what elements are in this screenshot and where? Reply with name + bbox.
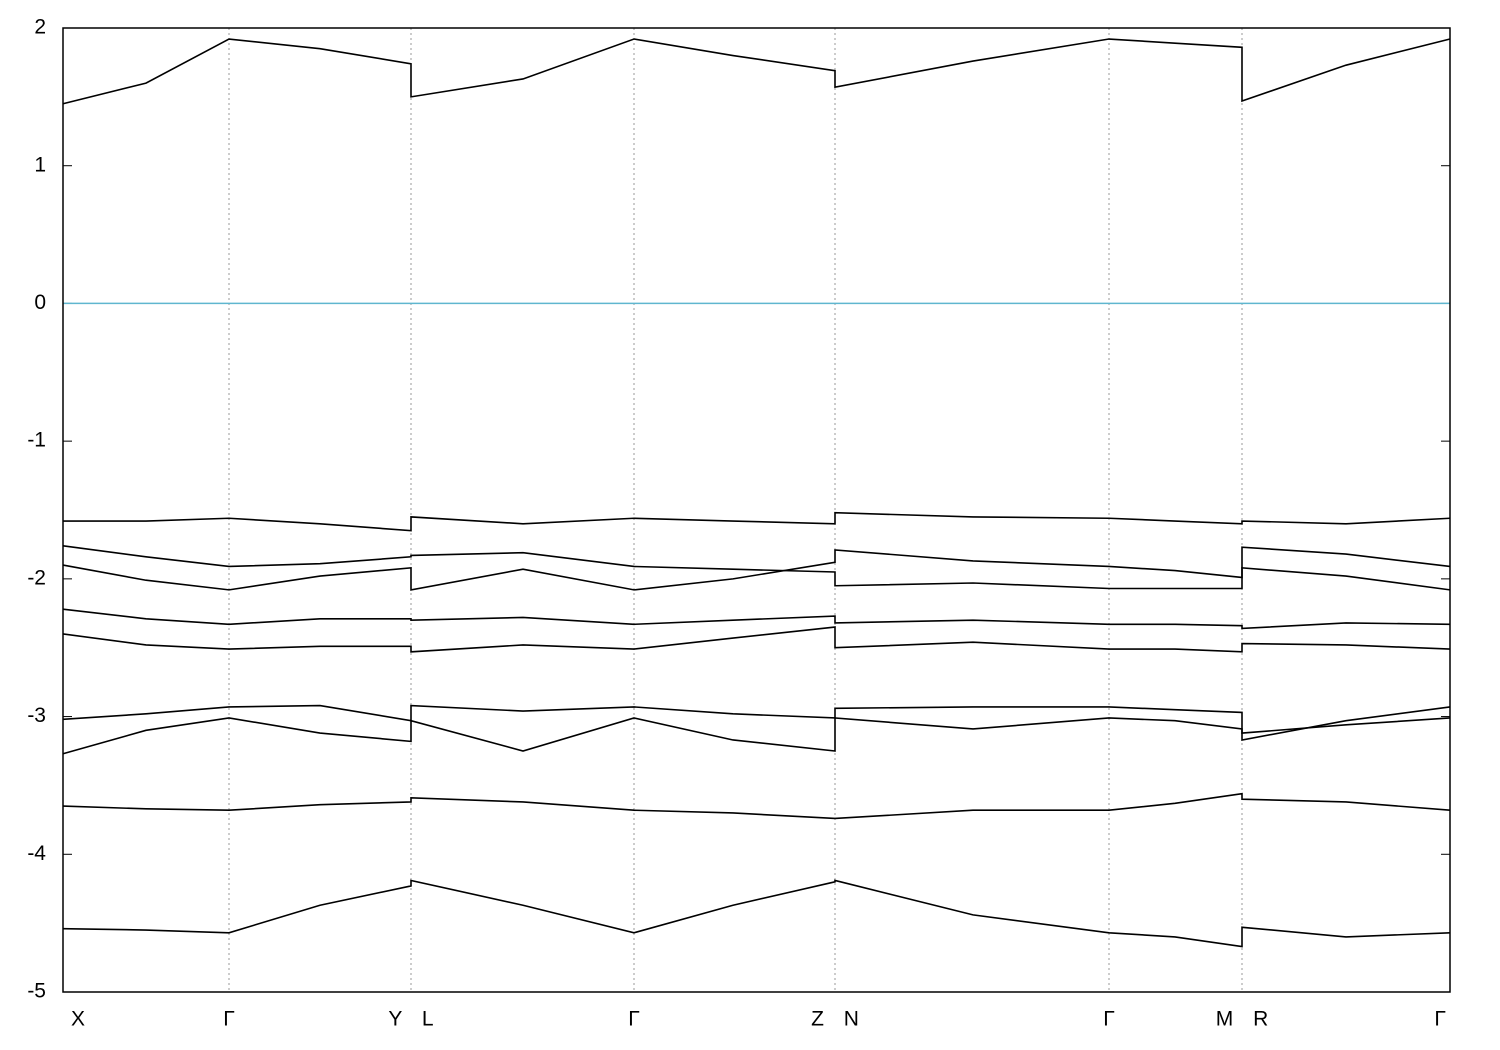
y-tick-label: -1 bbox=[27, 429, 46, 452]
band-line bbox=[62, 879, 1451, 948]
x-tick-label: Γ bbox=[223, 1008, 235, 1031]
x-tick-label: X bbox=[71, 1008, 85, 1031]
y-tick-label: -4 bbox=[27, 842, 46, 865]
x-tick-label: M R bbox=[1216, 1008, 1269, 1031]
band-line bbox=[63, 511, 1451, 532]
band-line bbox=[62, 38, 1451, 105]
band-line bbox=[62, 704, 1451, 741]
band-line bbox=[62, 549, 1451, 591]
x-tick-label: Γ bbox=[628, 1008, 640, 1031]
y-tick-label: -3 bbox=[27, 704, 46, 727]
y-tick-label: 0 bbox=[34, 291, 46, 314]
band-line bbox=[62, 717, 1451, 755]
band-line bbox=[62, 626, 1451, 653]
band-line bbox=[62, 792, 1451, 820]
x-tick-label: Γ bbox=[1103, 1008, 1115, 1031]
y-tick-label: 2 bbox=[34, 16, 46, 39]
x-tick-label: Y L bbox=[388, 1008, 433, 1031]
y-tick-label: -2 bbox=[27, 566, 46, 589]
band-line bbox=[62, 608, 1451, 630]
x-tick-label: Γ bbox=[1434, 1008, 1446, 1031]
y-tick-label: -5 bbox=[27, 980, 46, 1003]
plot-frame bbox=[62, 27, 1451, 993]
y-tick-label: 1 bbox=[34, 153, 46, 176]
x-tick-label: Z N bbox=[811, 1008, 859, 1031]
